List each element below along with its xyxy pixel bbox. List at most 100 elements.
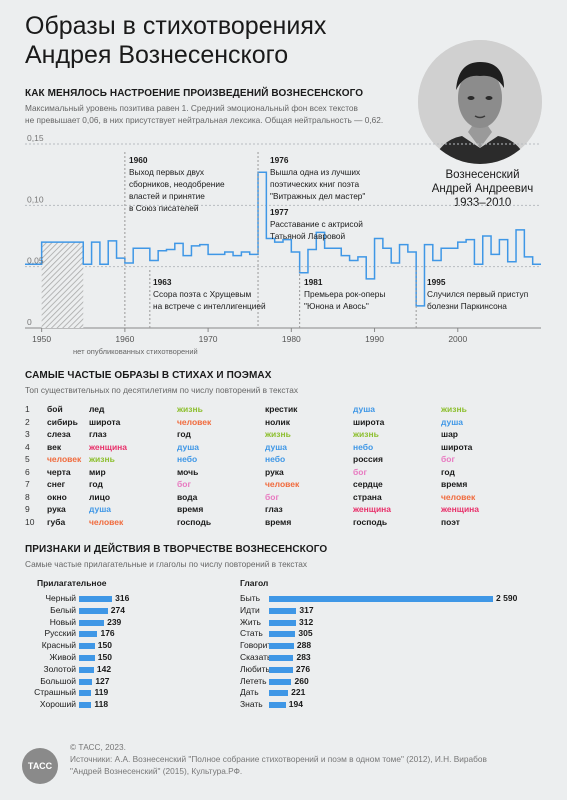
- adjective-value: 142: [96, 663, 112, 674]
- noun-cell: небо: [353, 441, 374, 452]
- adjective-bar: [79, 690, 92, 697]
- verb-label: Дать: [240, 687, 259, 698]
- noun-cell: окно: [47, 491, 67, 502]
- adjective-label: Новый: [49, 616, 76, 627]
- noun-cell: слеза: [47, 429, 71, 440]
- event-1963: 1963 Ссора поэта с Хрущевым на встрече с…: [153, 277, 266, 311]
- adjective-label: Страшный: [34, 687, 76, 698]
- noun-cell: человек: [441, 491, 476, 502]
- adjective-label: Белый: [50, 604, 76, 615]
- verb-bar: [269, 655, 294, 661]
- person-name: Вознесенский Андрей Андреевич 1933–2010: [431, 169, 534, 209]
- noun-cell: широта: [353, 416, 385, 427]
- noun-row: 5 человек жизнь небо небо россия бог: [25, 453, 529, 466]
- noun-cell: бог: [177, 479, 191, 490]
- unpublished-note: нет опубликованных стихотворений: [73, 347, 198, 356]
- page-title: Образы в стихотворениях Андрея Вознесенс…: [25, 12, 327, 69]
- noun-cell: мочь: [177, 466, 199, 477]
- noun-cell: год: [177, 429, 191, 440]
- noun-cell: женщина: [89, 441, 128, 452]
- rank-number: 10: [25, 516, 35, 527]
- x-tick-label: 1960: [115, 334, 134, 344]
- noun-cell: душа: [441, 416, 464, 427]
- verb-label: Любить: [240, 663, 270, 674]
- rank-number: 1: [25, 404, 30, 415]
- adjective-label: Хороший: [39, 699, 76, 710]
- noun-cell: рука: [265, 466, 284, 477]
- event-1981: 1981 Премьера рок-оперы "Юнона и Авось": [304, 277, 386, 311]
- noun-row: 8 окно лицо вода бог страна человек: [25, 491, 529, 504]
- verb-label: Идти: [240, 604, 260, 615]
- noun-cell: глаз: [265, 504, 283, 515]
- noun-cell: страна: [353, 491, 382, 502]
- event-1977: 1977 Расставание с актрисой Татьяной Лав…: [270, 207, 363, 241]
- verb-bar: [269, 643, 294, 650]
- mood-step-line: [25, 171, 541, 307]
- adjective-bar: [79, 607, 108, 614]
- mood-description: Максимальный уровень позитива равен 1. С…: [25, 103, 384, 125]
- verb-label: Сказать: [240, 652, 272, 662]
- noun-cell: черта: [47, 466, 71, 477]
- verb-value: 305: [298, 628, 313, 639]
- noun-cell: сибирь: [47, 416, 78, 427]
- noun-cell: небо: [265, 454, 286, 465]
- nouns-table: 1 бой лед жизнь крестик душа жизнь 2 сибирь широт…: [25, 403, 529, 528]
- images-description: Топ существительных по десятилетиям по ч…: [25, 385, 298, 395]
- noun-cell: душа: [265, 441, 288, 452]
- y-tick-label: 0,05: [27, 256, 44, 266]
- x-tick-label: 2000: [448, 334, 467, 344]
- event-1976: 1976 Вышла одна из лучших поэтических кн…: [270, 155, 366, 201]
- noun-cell: человек: [177, 416, 212, 427]
- noun-cell: нолик: [265, 416, 290, 427]
- noun-cell: жизнь: [177, 404, 203, 415]
- noun-cell: душа: [177, 441, 200, 452]
- x-tick-label: 1950: [32, 334, 51, 344]
- images-heading: САМЫЕ ЧАСТЫЕ ОБРАЗЫ В СТИХАХ И ПОЭМАХ: [25, 370, 272, 381]
- adjective-value: 150: [97, 652, 112, 662]
- noun-cell: жизнь: [89, 454, 115, 465]
- verb-value: 317: [299, 604, 314, 615]
- adjective-label: Золотой: [43, 663, 76, 674]
- adjective-bar: [79, 631, 98, 638]
- noun-cell: господь: [353, 516, 388, 527]
- unpublished-hatched-region: [41, 242, 84, 328]
- noun-cell: жизнь: [441, 404, 467, 415]
- noun-cell: бой: [47, 404, 63, 415]
- verb-value: 221: [291, 687, 306, 698]
- y-tick-label: 0,10: [27, 194, 44, 204]
- noun-row: 4 век женщина душа душа небо широта: [25, 441, 529, 454]
- adjective-value: 127: [95, 675, 110, 686]
- noun-cell: господь: [177, 516, 212, 527]
- rank-number: 5: [25, 454, 30, 465]
- noun-cell: небо: [177, 454, 198, 465]
- noun-cell: широта: [89, 416, 121, 427]
- noun-cell: душа: [89, 504, 112, 515]
- adjective-value: 239: [107, 616, 122, 627]
- adjective-label: Черный: [45, 593, 76, 603]
- noun-cell: жизнь: [353, 429, 379, 440]
- rank-number: 3: [25, 429, 30, 440]
- adjective-label: Русский: [44, 628, 76, 639]
- rank-number: 8: [25, 491, 30, 502]
- verb-value: 276: [295, 663, 311, 674]
- verb-bar: [269, 678, 292, 685]
- sources-footer: © ТАСС, 2023. Источники: А.А. Вознесенск…: [70, 742, 487, 776]
- noun-cell: год: [441, 466, 455, 477]
- noun-cell: рука: [47, 504, 66, 515]
- verb-label: Стать: [240, 628, 263, 639]
- noun-cell: глаз: [89, 429, 107, 440]
- verb-value: 288: [296, 640, 312, 651]
- noun-cell: время: [177, 504, 204, 515]
- verb-bar: [269, 702, 286, 709]
- noun-cell: шар: [441, 429, 459, 440]
- noun-cell: время: [441, 479, 468, 490]
- noun-cell: крестик: [265, 404, 298, 415]
- features-heading: ПРИЗНАКИ И ДЕЙСТВИЯ В ТВОРЧЕСТВЕ ВОЗНЕСЕ…: [25, 544, 328, 555]
- noun-row: 2 сибирь широта человек нолик широта душа: [25, 416, 529, 429]
- verb-value: 2 590: [496, 593, 518, 603]
- features-description: Самые частые прилагательные и глаголы по…: [25, 559, 308, 569]
- noun-row: 6 черта мир мочь рука бог год: [25, 466, 529, 479]
- verb-value: 283: [296, 652, 311, 662]
- adjective-bar: [79, 702, 92, 709]
- noun-cell: век: [47, 441, 62, 452]
